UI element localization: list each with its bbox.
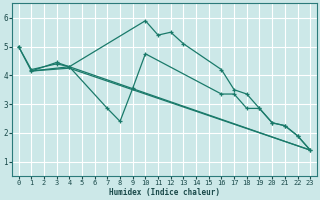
X-axis label: Humidex (Indice chaleur): Humidex (Indice chaleur) [109, 188, 220, 197]
